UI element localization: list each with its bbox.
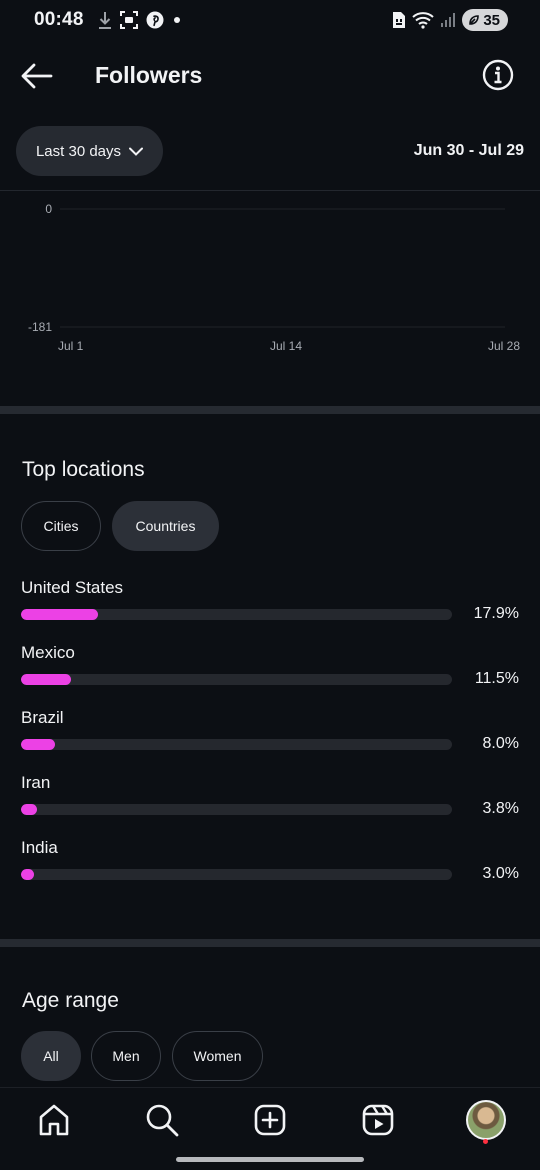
y-tick-label: -181 (28, 320, 52, 334)
location-name: India (21, 838, 58, 857)
home-icon (39, 1104, 69, 1136)
download-icon (98, 12, 111, 29)
location-percent: 3.0% (482, 865, 519, 882)
age-range-title: Age range (22, 989, 119, 1012)
header: Followers (0, 48, 540, 104)
location-percent: 11.5% (474, 670, 519, 687)
range-dropdown[interactable]: Last 30 days (16, 126, 163, 176)
tab-all[interactable]: All (21, 1031, 81, 1081)
back-button[interactable] (20, 62, 54, 90)
status-right: 35 (392, 9, 508, 31)
arrow-left-icon (21, 63, 53, 89)
info-icon (482, 59, 514, 91)
battery-icon: 35 (462, 9, 508, 31)
section-divider (0, 939, 540, 947)
location-bar-track (21, 739, 452, 750)
profile-avatar[interactable] (466, 1100, 506, 1140)
info-button[interactable] (482, 59, 514, 91)
location-row: Mexico 11.5% (21, 643, 521, 698)
followers-chart: 0 -181 Jul 1 Jul 14 Jul 28 (28, 202, 520, 353)
status-time: 00:48 (34, 9, 84, 30)
location-row: United States 17.9% (21, 578, 521, 633)
page-title: Followers (95, 62, 203, 88)
x-tick-label: Jul 1 (58, 339, 84, 353)
bottom-nav (0, 1087, 540, 1170)
create-icon (254, 1104, 286, 1136)
location-name: Brazil (21, 708, 64, 727)
home-indicator[interactable] (176, 1157, 364, 1162)
nav-reels[interactable] (360, 1102, 396, 1138)
notification-dot (483, 1139, 488, 1144)
location-bar-fill (21, 609, 99, 620)
chevron-down-icon (129, 147, 144, 156)
search-icon (146, 1104, 179, 1137)
date-range: Jun 30 - Jul 29 (413, 142, 524, 159)
wifi-icon (412, 12, 434, 29)
location-name: United States (21, 578, 124, 597)
nav-create[interactable] (252, 1102, 288, 1138)
location-bar-track (21, 804, 452, 815)
location-row: Brazil 8.0% (21, 708, 521, 763)
location-row: Iran 3.8% (21, 773, 521, 828)
dot-icon (173, 17, 180, 23)
location-percent: 8.0% (482, 735, 519, 752)
x-tick-label: Jul 14 (270, 339, 302, 353)
top-locations-title: Top locations (22, 458, 145, 481)
tab-women[interactable]: Women (172, 1031, 263, 1081)
pinterest-icon (146, 11, 164, 29)
location-name: Mexico (21, 643, 75, 662)
location-row: India 3.0% (21, 838, 521, 893)
location-bar-fill (21, 804, 38, 815)
sim-icon (393, 12, 406, 28)
divider (0, 190, 540, 191)
status-left-icons (98, 11, 182, 29)
nav-home[interactable] (36, 1102, 72, 1138)
location-bar-fill (21, 739, 56, 750)
tab-countries[interactable]: Countries (112, 501, 219, 551)
location-name: Iran (21, 773, 51, 792)
location-percent: 3.8% (482, 800, 519, 817)
nav-search[interactable] (144, 1102, 180, 1138)
range-label: Last 30 days (35, 142, 122, 160)
battery-saver-icon (469, 15, 480, 25)
x-tick-label: Jul 28 (488, 339, 520, 353)
signal-icon (441, 13, 456, 27)
tab-men[interactable]: Men (91, 1031, 161, 1081)
location-bar-track (21, 674, 452, 685)
battery-level: 35 (483, 11, 500, 29)
reels-icon (362, 1104, 394, 1136)
location-bar-fill (21, 869, 34, 880)
status-bar: 00:48 35 (0, 0, 540, 40)
location-bar-track (21, 869, 452, 880)
screenshot-icon (119, 11, 138, 29)
section-divider (0, 406, 540, 414)
location-percent: 17.9% (473, 605, 519, 622)
y-tick-label: 0 (45, 202, 52, 216)
tab-cities[interactable]: Cities (21, 501, 101, 551)
location-bar-fill (21, 674, 71, 685)
location-bar-track (21, 609, 452, 620)
